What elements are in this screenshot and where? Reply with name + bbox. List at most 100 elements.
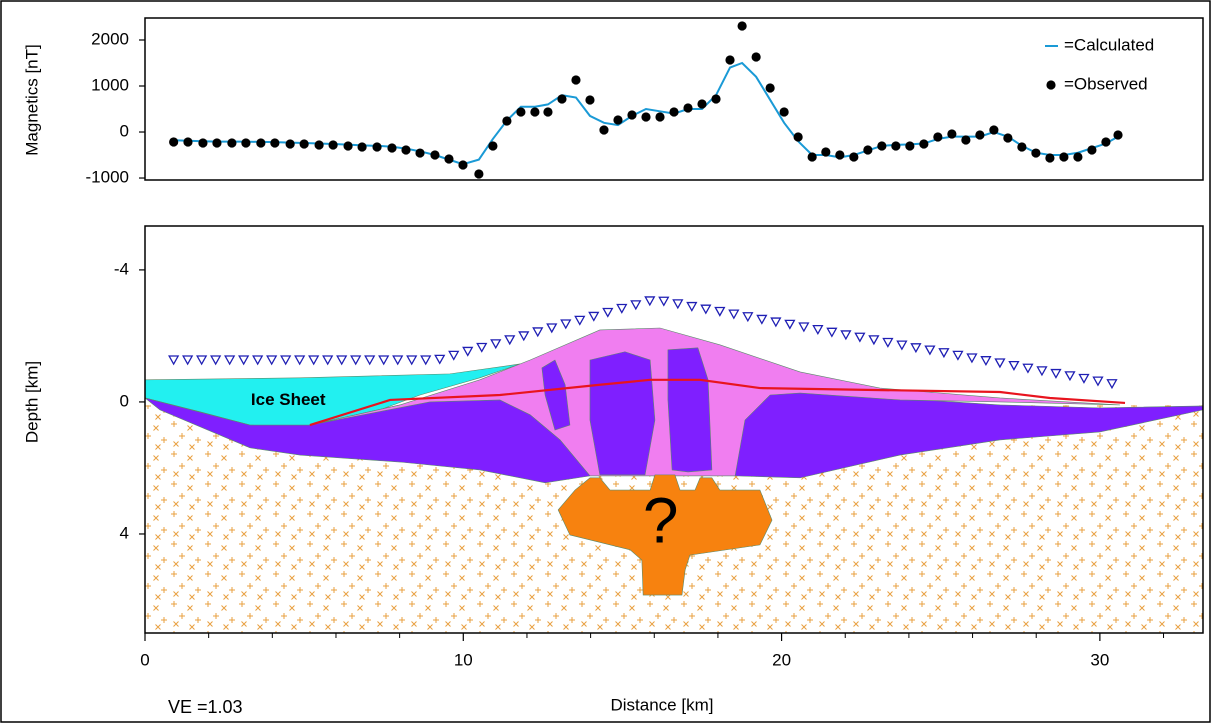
plot-area: [169, 21, 1123, 178]
observed-point: [961, 135, 970, 144]
observed-point: [766, 83, 775, 92]
observed-point: [557, 94, 566, 103]
station: [645, 297, 654, 305]
station: [183, 356, 192, 364]
observed-point: [530, 107, 539, 116]
observed-point: [286, 139, 295, 148]
x-axis-title: Distance [km]: [611, 695, 714, 714]
observed-point: [329, 140, 338, 149]
station: [925, 346, 934, 354]
observed-point: [1045, 153, 1054, 162]
station: [211, 356, 220, 364]
y-tick-label: -4: [114, 259, 129, 278]
y-tick-label: -1000: [86, 168, 129, 187]
geologic-body: [590, 352, 655, 475]
y-axis-title: Depth [km]: [22, 361, 41, 443]
observed-point: [752, 52, 761, 61]
observed-point: [683, 103, 692, 112]
observed-point: [1017, 142, 1026, 151]
station: [575, 316, 584, 324]
y-tick-label: 0: [120, 391, 129, 410]
station: [883, 339, 892, 347]
observed-point: [227, 138, 236, 147]
station: [771, 318, 780, 326]
station: [1065, 372, 1074, 380]
observed-point: [502, 116, 511, 125]
page: 200010000-1000=Calculated=Observed-404Ic…: [0, 0, 1211, 728]
station: [239, 356, 248, 364]
observed-point: [669, 107, 678, 116]
observed-point: [1003, 133, 1012, 142]
observed-point: [241, 138, 250, 147]
y-tick-label: 2000: [91, 29, 129, 48]
footnote: VE =1.03: [168, 697, 243, 717]
observed-point: [697, 99, 706, 108]
station: [393, 356, 402, 364]
station: [729, 310, 738, 318]
annotation: ?: [643, 485, 679, 557]
observed-point: [444, 154, 453, 163]
observed-point: [947, 129, 956, 138]
station: [561, 320, 570, 328]
observed-point: [891, 141, 900, 150]
plots: 200010000-1000=Calculated=Observed-404Ic…: [86, 21, 1203, 669]
station: [337, 356, 346, 364]
observed-point: [300, 139, 309, 148]
observed-point: [780, 107, 789, 116]
observed-point: [627, 110, 636, 119]
observed-point: [725, 55, 734, 64]
station: [841, 331, 850, 339]
observed-point: [169, 137, 178, 146]
observed-point: [270, 138, 279, 147]
station: [1093, 377, 1102, 385]
station: [197, 356, 206, 364]
station: [673, 300, 682, 308]
station: [547, 324, 556, 332]
station: [421, 356, 430, 364]
observed-point: [738, 21, 747, 30]
observed-point: [1031, 148, 1040, 157]
legend-swatch: [1046, 80, 1055, 89]
plot-area: Ice Sheet?: [145, 297, 1203, 633]
legend-label: =Observed: [1064, 74, 1148, 93]
station: [519, 332, 528, 340]
station: [225, 356, 234, 364]
observed-point: [613, 115, 622, 124]
observed-point: [256, 138, 265, 147]
station: [533, 328, 542, 336]
station: [757, 315, 766, 323]
observed-point: [543, 107, 552, 116]
station: [995, 359, 1004, 367]
observed-point: [571, 75, 580, 84]
station: [1079, 375, 1088, 383]
station: [309, 356, 318, 364]
x-tick-label: 10: [454, 650, 473, 669]
station: [295, 356, 304, 364]
station: [169, 356, 178, 364]
observed-point: [933, 132, 942, 141]
station: [659, 297, 668, 305]
station: [855, 333, 864, 341]
observed-point: [212, 138, 221, 147]
observed-point: [198, 138, 207, 147]
station: [267, 356, 276, 364]
station: [631, 301, 640, 309]
station: [785, 320, 794, 328]
station: [687, 303, 696, 311]
observed-point: [315, 140, 324, 149]
x-tick-label: 30: [1090, 650, 1109, 669]
station: [715, 307, 724, 315]
observed-point: [372, 142, 381, 151]
station: [981, 357, 990, 365]
station: [1107, 380, 1116, 388]
annotation: Ice Sheet: [251, 390, 326, 409]
observed-point: [343, 141, 352, 150]
chart: 200010000-1000=Calculated=Observed-404Ic…: [0, 0, 1211, 723]
observed-point: [835, 150, 844, 159]
observed-point: [1113, 130, 1122, 139]
station: [1023, 364, 1032, 372]
observed-point: [387, 143, 396, 152]
observed-point: [183, 137, 192, 146]
station: [603, 308, 612, 316]
station: [743, 313, 752, 321]
